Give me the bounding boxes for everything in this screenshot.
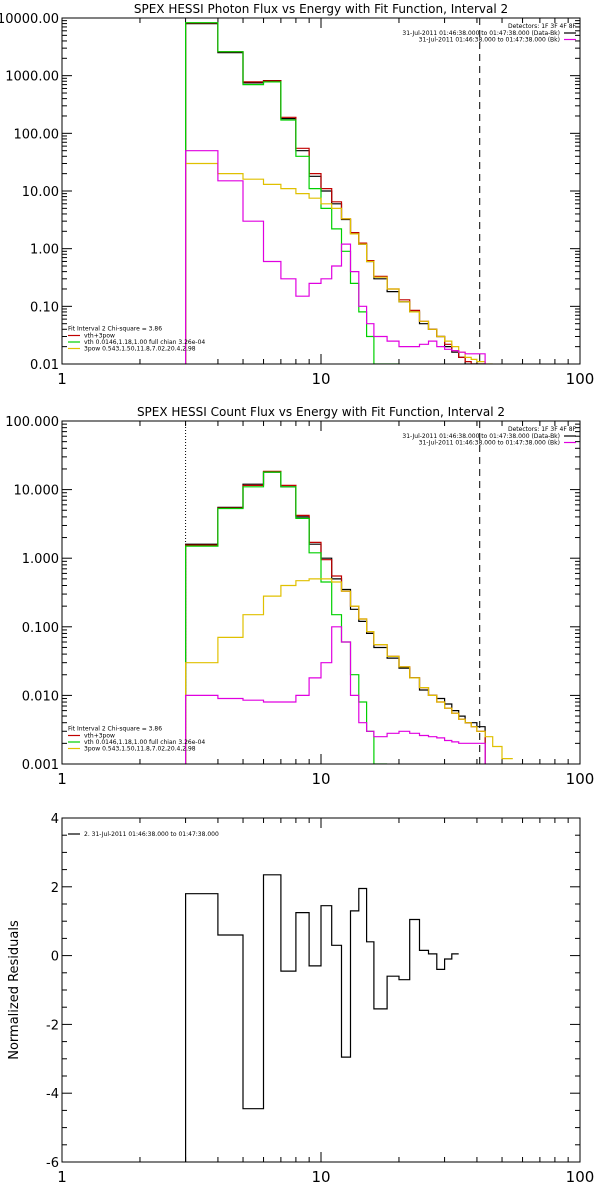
y-axis-label: Normalized Residuals xyxy=(7,920,22,1060)
legend-entry-label: vth+3pow xyxy=(84,733,115,740)
chart-title: SPEX HESSI Photon Flux vs Energy with Fi… xyxy=(134,2,508,16)
legend-entry-label: vth 0.0146,1.18,1.00 full chian 3.26e-04 xyxy=(84,339,205,346)
y-tick-label: 100.000 xyxy=(5,415,59,430)
series-residuals-line xyxy=(185,874,459,1162)
legend-detectors: Detectors: 1F 3F 4F 8F xyxy=(508,23,577,30)
legend-fit-header: Fit Interval 2 Chi-square = 3.86 xyxy=(68,326,162,333)
y-tick-label: 0.10 xyxy=(30,300,59,315)
legend-entry-label: vth+3pow xyxy=(84,333,115,340)
y-tick-label: 1.00 xyxy=(30,243,59,258)
series-vth-line xyxy=(185,471,388,764)
x-tick-label: 10 xyxy=(311,370,330,388)
legend-detectors: Detectors: 1F 3F 4F 8F xyxy=(508,426,577,433)
y-tick-label: 1000.00 xyxy=(5,70,59,85)
panel-1 xyxy=(61,17,581,365)
series-3pow-line xyxy=(185,578,513,764)
plot-area xyxy=(185,470,513,764)
legend-entry-label: 31-Jul-2011 01:46:38.000 to 01:47:38.000… xyxy=(402,30,560,37)
x-tick-label: 1 xyxy=(57,370,67,388)
legend-entry-label: 2. 31-Jul-2011 01:46:38.000 to 01:47:38.… xyxy=(84,831,219,838)
y-tick-label: -2 xyxy=(46,1018,59,1033)
y-tick-label: 0.01 xyxy=(30,358,59,373)
plot-area xyxy=(185,22,493,364)
y-tick-label: -4 xyxy=(46,1087,59,1102)
legend-entry-label: vth 0.0146,1.18,1.00 full chian 3.26e-04 xyxy=(84,739,205,746)
plot-frame xyxy=(61,420,581,765)
x-tick-label: 100 xyxy=(566,770,595,788)
y-tick-label: 0.010 xyxy=(22,689,59,704)
panel-2 xyxy=(61,420,581,765)
y-tick-label: 0 xyxy=(51,950,59,965)
y-tick-label: 2 xyxy=(51,881,59,896)
legend-fit-header: Fit Interval 2 Chi-square = 3.86 xyxy=(68,726,162,733)
x-tick-label: 1 xyxy=(57,1168,67,1186)
y-tick-label: 1.000 xyxy=(22,552,59,567)
x-tick-label: 10 xyxy=(311,1168,330,1186)
y-tick-label: -6 xyxy=(46,1156,59,1171)
y-tick-label: 4 xyxy=(51,812,59,827)
plot-frame xyxy=(61,817,581,1163)
chart-title: SPEX HESSI Count Flux vs Energy with Fit… xyxy=(137,405,505,419)
y-tick-label: 0.100 xyxy=(22,621,59,636)
x-tick-label: 10 xyxy=(311,770,330,788)
plot-frame xyxy=(61,17,581,365)
x-tick-label: 1 xyxy=(57,770,67,788)
series-bk-line xyxy=(185,150,486,364)
y-tick-label: 10000.00 xyxy=(0,12,59,27)
legend-entry-label: 3pow 0.543,1.50,11.8,7.02,20.4,2.98 xyxy=(84,346,196,353)
panel-3 xyxy=(61,817,581,1163)
x-tick-label: 100 xyxy=(566,370,595,388)
legend-entry-label: 31-Jul-2011 01:46:38.000 to 01:47:38.000… xyxy=(402,433,560,440)
series-bk-line xyxy=(185,626,486,764)
y-tick-label: 100.00 xyxy=(14,127,60,142)
y-tick-label: 10.000 xyxy=(14,484,60,499)
legend-entry-label: 31-Jul-2011 01:46:38.000 to 01:47:38.000… xyxy=(419,440,560,447)
plot-area xyxy=(185,874,459,1162)
y-tick-label: 0.001 xyxy=(22,758,59,773)
x-tick-label: 100 xyxy=(566,1168,595,1186)
legend-entry-label: 3pow 0.543,1.50,11.8,7.02,20.4,2.98 xyxy=(84,746,196,753)
legend-entry-label: 31-Jul-2011 01:46:38.000 to 01:47:38.000… xyxy=(419,37,560,44)
y-tick-label: 10.00 xyxy=(22,185,59,200)
